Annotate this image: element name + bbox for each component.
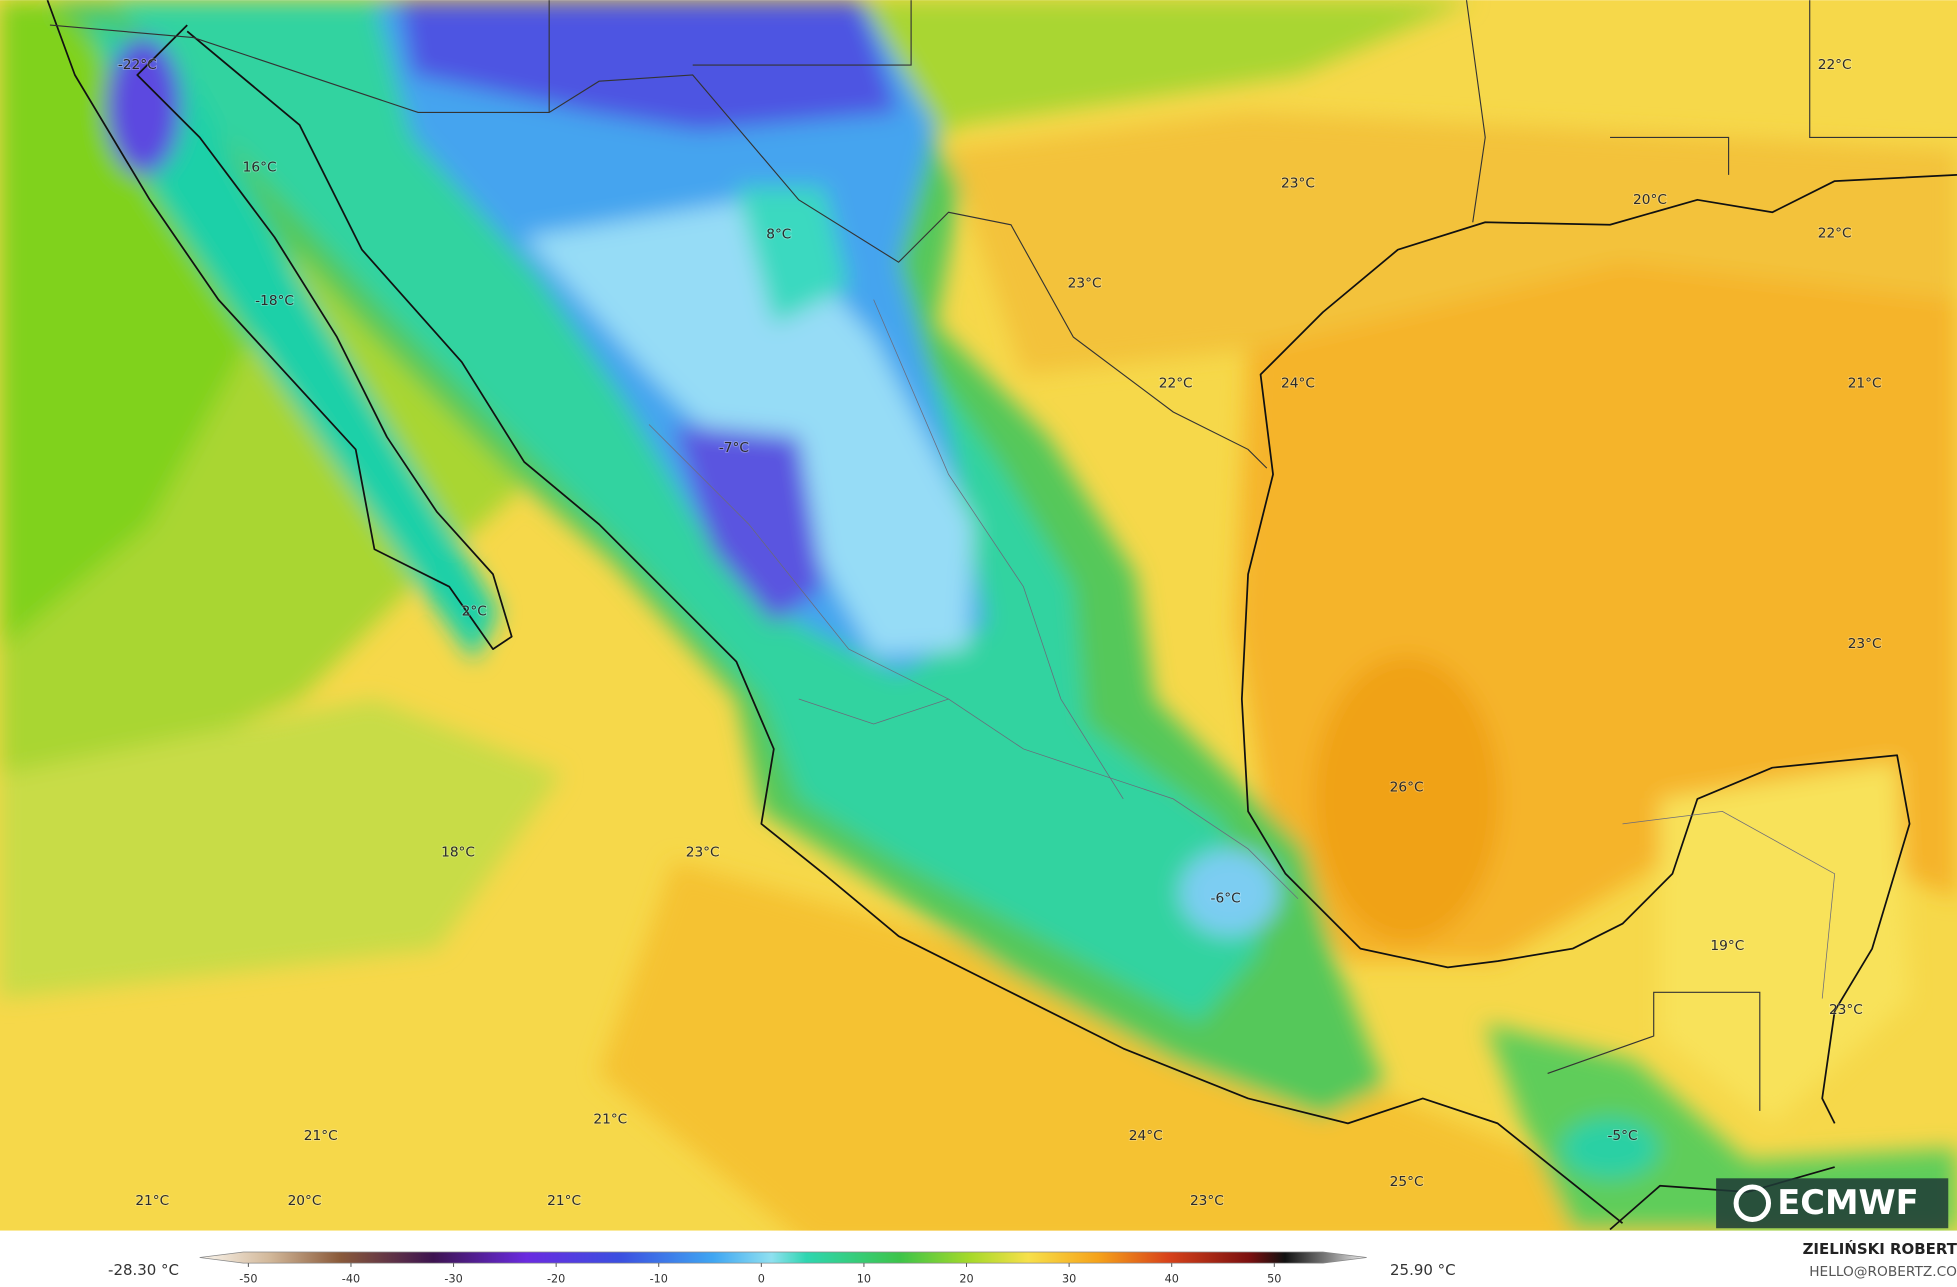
temperature-label: 18°C — [441, 845, 475, 861]
colorbar-tick-label: 0 — [758, 1272, 765, 1285]
colorbar-tick-label: 50 — [1267, 1272, 1281, 1285]
state-border — [1809, 0, 1957, 138]
state-lines — [1622, 810, 1836, 999]
state-lines — [798, 698, 1299, 899]
temperature-label: 20°C — [288, 1193, 322, 1209]
temperature-label: -22°C — [118, 57, 157, 73]
field-layers — [0, 0, 1957, 1231]
temperature-label: 25°C — [1390, 1174, 1424, 1190]
cold-guatemala — [1560, 1117, 1660, 1180]
temperature-labels: -22°C 16°C -18°C 8°C 23°C 22°C 20°C 22°C 23°C 22°… — [117, 56, 1883, 1210]
temperature-label: 24°C — [1281, 375, 1315, 391]
temperature-label: 20°C — [1633, 192, 1667, 208]
credit-email: HELLO@ROBERTZ.CO — [1809, 1264, 1957, 1280]
min-value: -28.30 °C — [108, 1261, 179, 1279]
temperature-label: 23°C — [1281, 176, 1315, 192]
highland-warm-spot — [736, 187, 849, 325]
baja-teal — [87, 12, 500, 662]
temperature-label: 22°C — [1818, 57, 1852, 73]
colorbar-tick-label: 10 — [857, 1272, 871, 1285]
colorbar-tick-label: -30 — [444, 1272, 462, 1285]
borders — [49, 0, 1957, 1111]
temperature-label: 21°C — [1848, 375, 1882, 391]
temperature-label: 22°C — [1818, 226, 1852, 242]
colorbar-tick-label: -10 — [650, 1272, 668, 1285]
colorbar-tick-label: 20 — [959, 1272, 973, 1285]
temperature-label: -18°C — [255, 293, 294, 309]
colorbar-tick-label: -50 — [239, 1272, 257, 1285]
temperature-label: 26°C — [1390, 780, 1424, 796]
guatemala-border — [1547, 991, 1761, 1111]
cold-north — [399, 0, 899, 132]
temperature-field: -22°C 16°C -18°C 8°C 23°C 22°C 20°C 22°C 23°C 22°… — [0, 0, 1957, 1231]
state-border — [692, 0, 912, 66]
yucatan — [1659, 761, 1910, 1124]
colorbar — [199, 1251, 1367, 1264]
temperature-label: 21°C — [593, 1112, 627, 1128]
temperature-label: -5°C — [1607, 1128, 1637, 1144]
us-mexico-border — [49, 24, 1268, 469]
baja-coast — [46, 0, 513, 650]
temperature-label: 22°C — [1159, 375, 1193, 391]
temperature-label: 21°C — [304, 1128, 338, 1144]
temperature-label: 21°C — [547, 1193, 581, 1209]
highland-light — [524, 199, 974, 656]
gulf-coast — [1240, 173, 1957, 1124]
credit-author: ZIELIŃSKI ROBERT — [1803, 1239, 1957, 1258]
state-lines — [648, 424, 949, 700]
pacific-coast — [186, 30, 1624, 1224]
colorbar-tick-label: -40 — [342, 1272, 360, 1285]
temperature-label: 23°C — [1829, 1002, 1863, 1018]
temperature-label: 24°C — [1129, 1128, 1163, 1144]
temperature-label: 23°C — [1848, 636, 1882, 652]
logo-text: ECMWF — [1777, 1183, 1918, 1222]
state-border — [1465, 0, 1486, 223]
state-lines — [873, 299, 1124, 800]
cold-south — [1179, 848, 1280, 937]
cold-baja — [106, 37, 181, 175]
temperature-label: 8°C — [766, 227, 791, 243]
temperature-label: 16°C — [243, 159, 277, 175]
temperature-label: 23°C — [686, 845, 720, 861]
sierra-teal — [112, 0, 1261, 1024]
warm-core — [1312, 655, 1501, 943]
logo-icon — [1733, 1184, 1772, 1222]
max-value: 25.90 °C — [1390, 1261, 1456, 1279]
state-border — [1610, 136, 1730, 175]
temperature-label: 21°C — [135, 1193, 169, 1209]
mixed-pacific — [0, 699, 562, 999]
colorbar-tick-label: 40 — [1165, 1272, 1179, 1285]
temperature-label: 2°C — [462, 604, 487, 620]
temperature-label: 19°C — [1710, 938, 1744, 954]
colorbar-ticks: -50 -40 -30 -20 -10 0 10 20 30 40 50 — [239, 1263, 1281, 1285]
temperature-label: -7°C — [719, 440, 749, 456]
temperature-label: 23°C — [1068, 275, 1102, 291]
colorbar-tick-label: 30 — [1062, 1272, 1076, 1285]
temperature-label: 23°C — [1190, 1193, 1224, 1209]
colorbar-tick-label: -20 — [547, 1272, 565, 1285]
temperature-label: -6°C — [1211, 891, 1241, 907]
